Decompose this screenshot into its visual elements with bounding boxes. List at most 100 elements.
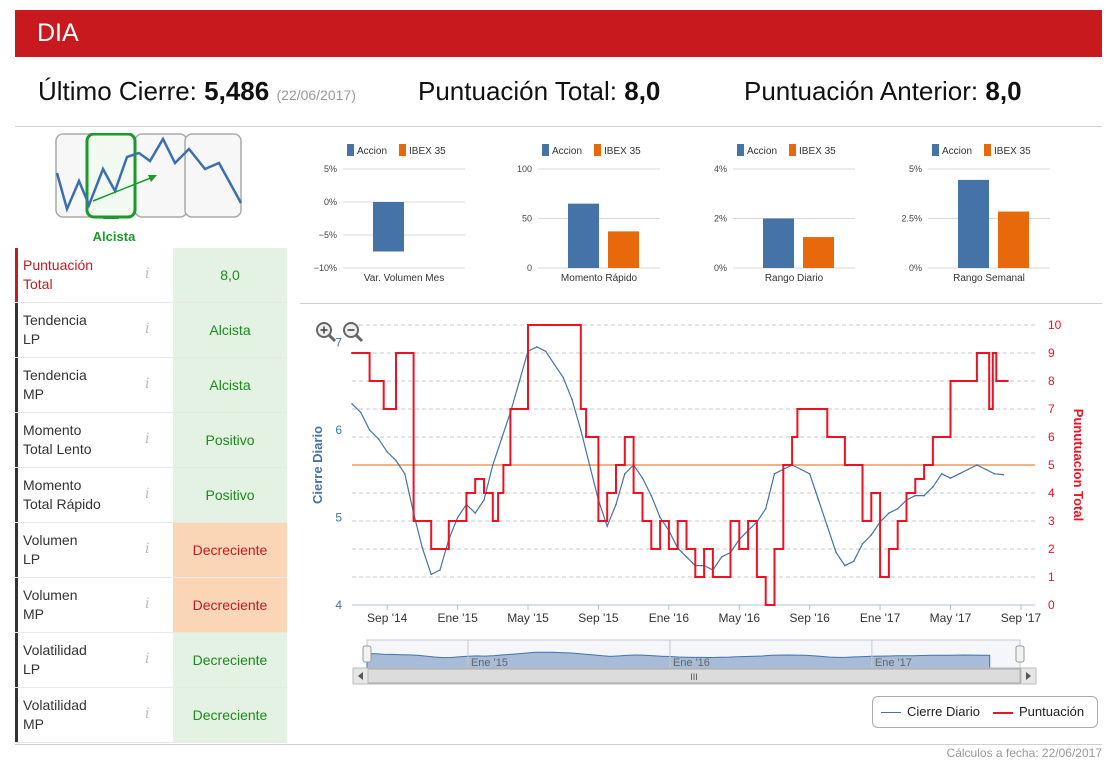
- row-separator: [15, 522, 287, 523]
- score-point: [1002, 380, 1005, 382]
- legend-accion-swatch: [347, 144, 354, 156]
- close-point: [483, 499, 485, 501]
- indicator-label-line1: Volumen: [23, 532, 78, 548]
- row-separator: [15, 632, 287, 633]
- y-tick-label: 0%: [714, 263, 727, 273]
- close-point: [1002, 473, 1005, 476]
- indicator-label-line2: LP: [23, 661, 41, 677]
- scroll-right-icon: [1026, 672, 1031, 680]
- close-point: [615, 503, 617, 506]
- info-icon[interactable]: i: [145, 541, 150, 557]
- zoom-in-icon[interactable]: [316, 322, 337, 343]
- navigator-handle-right[interactable]: [1015, 645, 1025, 663]
- score-point: [585, 436, 588, 438]
- bar-ibex: [998, 211, 1029, 268]
- score-point: [773, 548, 776, 550]
- close-point: [588, 464, 591, 466]
- score-point: [483, 492, 486, 494]
- score-point: [606, 492, 609, 494]
- score-point: [796, 408, 799, 410]
- previous-score-value: 8,0: [985, 76, 1022, 106]
- score-point: [439, 548, 442, 550]
- close-point: [914, 494, 917, 497]
- y-tick-label: 0%: [324, 197, 337, 207]
- legend-accion-swatch: [542, 144, 549, 156]
- main-chart-legend[interactable]: Cierre Diario Puntuación: [872, 696, 1098, 728]
- indicator-label-line1: Volatilidad: [23, 642, 87, 658]
- right-tick-label: 2: [1048, 542, 1055, 556]
- score-point: [456, 520, 459, 522]
- indicator-row: Momento Total Lento i Positivo: [15, 413, 287, 468]
- indicator-value: Decreciente: [173, 523, 287, 577]
- legend-accion-swatch: [932, 144, 939, 156]
- close-point: [606, 525, 609, 528]
- right-tick-label: 5: [1048, 458, 1055, 472]
- y-tick-label: 5%: [324, 164, 337, 174]
- x-tick-label: Sep '14: [367, 611, 408, 625]
- close-point: [518, 381, 521, 383]
- legend-item-score[interactable]: Puntuación: [993, 704, 1084, 719]
- trend-price-line: [55, 136, 243, 213]
- score-point: [395, 352, 398, 354]
- close-point: [377, 437, 380, 440]
- legend-item-close[interactable]: Cierre Diario: [881, 704, 980, 719]
- navigator-tick-label: Ene '17: [875, 657, 912, 669]
- indicator-label-line2: LP: [23, 551, 41, 567]
- bar-chart-2: Accion IBEX 35 100 50 0 Momento Rápido: [517, 144, 660, 284]
- score-point: [615, 464, 618, 466]
- row-separator: [15, 412, 287, 413]
- legend-accion-label: Accion: [357, 146, 387, 157]
- score-point: [931, 436, 934, 438]
- info-icon[interactable]: i: [145, 321, 150, 337]
- close-point: [826, 525, 829, 528]
- navigator-tick-label: Ene '15: [471, 657, 508, 669]
- info-icon[interactable]: i: [145, 376, 150, 392]
- close-point: [923, 494, 925, 497]
- indicator-label: Momento Total Lento: [15, 413, 172, 467]
- legend-accion-label: Accion: [942, 146, 972, 157]
- indicator-label-line1: Volumen: [23, 587, 78, 603]
- indicator-value: Positivo: [173, 413, 287, 467]
- close-point: [720, 556, 723, 558]
- score-point: [914, 478, 917, 480]
- info-icon[interactable]: i: [145, 651, 150, 667]
- indicator-label-line1: Volatilidad: [23, 697, 87, 713]
- close-point: [958, 472, 961, 475]
- score-point: [896, 520, 899, 522]
- info-icon[interactable]: i: [145, 596, 150, 612]
- divider-bottom: [15, 744, 1102, 745]
- close-point: [844, 564, 846, 567]
- x-tick-label: Ene '16: [649, 611, 690, 625]
- info-icon[interactable]: i: [145, 266, 150, 282]
- close-point: [861, 542, 864, 545]
- legend-ibex-label: IBEX 35: [604, 146, 641, 157]
- score-point: [579, 408, 582, 410]
- indicator-label-line1: Puntuación: [23, 257, 94, 273]
- zoom-out-icon[interactable]: [343, 322, 364, 343]
- last-close-value: 5,486: [204, 76, 270, 106]
- indicator-row: Momento Total Rápido i Positivo: [15, 468, 287, 523]
- indicator-label: Momento Total Rápido: [15, 468, 172, 522]
- legend-ibex-label: IBEX 35: [409, 146, 446, 157]
- indicator-value: Positivo: [173, 468, 287, 522]
- info-icon[interactable]: i: [145, 486, 150, 502]
- close-point: [870, 534, 873, 536]
- y-tick-label: 0%: [909, 263, 922, 273]
- navigator-handle-left[interactable]: [362, 645, 372, 663]
- info-icon[interactable]: i: [145, 431, 150, 447]
- close-point: [949, 477, 952, 479]
- indicator-label: Tendencia MP: [15, 358, 172, 412]
- left-axis-title: Cierre Diario: [310, 426, 325, 504]
- score-point: [676, 520, 679, 522]
- info-icon[interactable]: i: [145, 706, 150, 722]
- close-point: [641, 477, 644, 479]
- score-point: [430, 548, 433, 550]
- score-point: [527, 324, 530, 326]
- close-point: [993, 472, 996, 475]
- row-separator: [15, 302, 287, 303]
- close-point: [817, 499, 820, 501]
- score-point: [826, 436, 829, 438]
- score-point: [597, 520, 600, 522]
- score-point: [720, 576, 723, 578]
- score-point: [659, 520, 662, 522]
